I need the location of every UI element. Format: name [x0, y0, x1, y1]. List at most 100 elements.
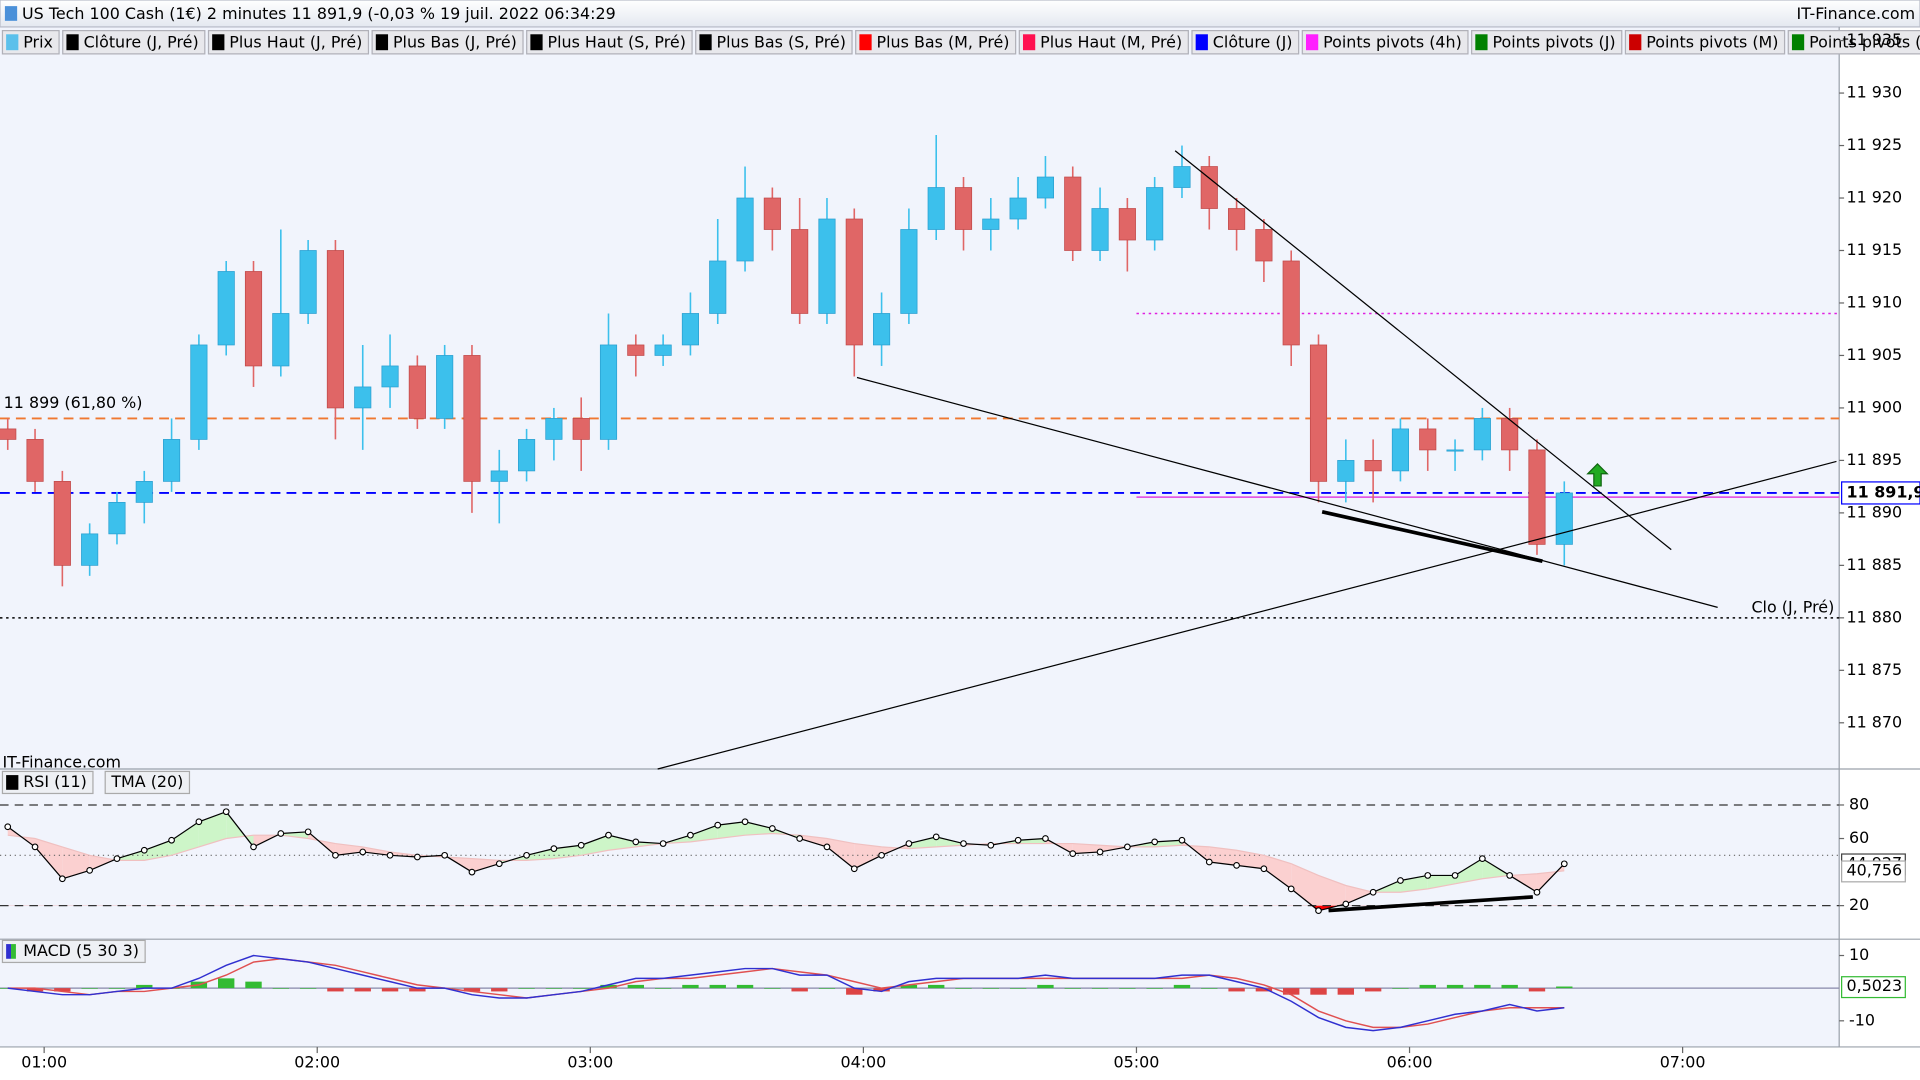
rsi-fill	[198, 811, 227, 847]
rsi-point	[58, 875, 66, 883]
candle-body	[1146, 187, 1164, 241]
x-tick-label: 06:00	[1387, 1052, 1433, 1071]
legend-item: Prix	[1, 30, 60, 55]
panel-legend-box	[1, 770, 94, 795]
y-tick-label: 11 870	[1847, 712, 1903, 731]
histogram-bar	[218, 978, 235, 989]
legend-item: Points pivots (	[1787, 30, 1920, 55]
candle-body	[1255, 229, 1273, 262]
rsi-fill	[1345, 885, 1374, 904]
legend-box	[1471, 30, 1623, 55]
rsi-point	[1451, 872, 1459, 879]
histogram-bar	[1528, 988, 1546, 992]
histogram-bar	[1283, 988, 1300, 995]
legend-label: Points pivots (4h)	[1323, 32, 1462, 51]
y-tick-label: -10	[1849, 1010, 1875, 1029]
price-label-box	[1841, 481, 1920, 505]
legend-label: Plus Bas (M, Pré)	[877, 32, 1010, 51]
histogram-bar	[81, 988, 98, 989]
watermark: IT-Finance.com	[2, 752, 121, 771]
legend-swatch	[375, 34, 389, 51]
rsi-point	[222, 808, 230, 816]
candle-body	[518, 439, 536, 472]
histogram-bar	[518, 988, 535, 989]
legend-label: Plus Bas (J, Pré)	[393, 32, 517, 51]
rsi-fill	[1291, 863, 1319, 911]
rsi-fill	[745, 821, 773, 836]
rsi-point	[1424, 872, 1432, 879]
histogram-bar	[1119, 988, 1136, 989]
histogram-bar	[928, 984, 945, 989]
candle-body	[326, 250, 344, 409]
panel-legend-swatch	[11, 944, 16, 959]
rsi-fill	[35, 838, 63, 879]
histogram-bar	[818, 988, 836, 989]
y-tick-label: 11 895	[1847, 450, 1903, 469]
histogram-bar	[327, 988, 344, 992]
histogram-bar	[873, 988, 890, 992]
candle-body	[736, 197, 754, 262]
rsi-fill	[854, 843, 882, 869]
candle-body	[135, 481, 153, 503]
histogram-bar	[846, 988, 863, 995]
header-icon	[4, 6, 18, 21]
rsi-fill	[362, 846, 391, 856]
x-tick-label: 03:00	[567, 1052, 613, 1071]
histogram-bar	[1091, 988, 1109, 989]
candle-body	[299, 250, 317, 314]
legend-box	[62, 30, 206, 55]
candle-body	[545, 418, 563, 440]
candle-body	[791, 229, 809, 314]
rsi-point	[31, 843, 39, 851]
histogram-bar	[1255, 988, 1273, 992]
legend-item: Clôture (J)	[1191, 30, 1300, 55]
legend-label: Clôture (J)	[1213, 32, 1293, 51]
value-label: 40,756	[1847, 860, 1903, 879]
histogram-bar	[1037, 984, 1054, 989]
rsi-point	[468, 868, 476, 876]
legend-swatch	[859, 34, 872, 51]
candle-body	[1064, 176, 1082, 251]
series-line	[7, 832, 1565, 893]
histogram-bar	[900, 984, 918, 989]
histogram-bar	[1146, 988, 1163, 989]
candle-body	[1473, 418, 1491, 451]
legend-swatch	[1022, 34, 1036, 51]
histogram-bar	[627, 984, 645, 989]
legend-item: Plus Haut (J, Pré)	[207, 30, 370, 55]
rsi-fill	[581, 835, 609, 856]
rsi-point	[1342, 900, 1350, 908]
rsi-point	[605, 831, 612, 839]
candle-body	[1419, 428, 1437, 451]
histogram-bar	[682, 984, 699, 989]
histogram-bar	[545, 988, 563, 989]
histogram-bar	[1556, 986, 1573, 989]
rsi-point	[905, 840, 913, 847]
candle-body	[572, 418, 590, 440]
histogram-bar	[1173, 984, 1191, 989]
y-tick-label: 10	[1849, 945, 1869, 964]
histogram-bar	[764, 988, 781, 989]
y-tick-label: 80	[1849, 794, 1869, 813]
candle-body	[163, 439, 181, 482]
rsi-fill	[1072, 843, 1101, 854]
candle-body	[709, 260, 727, 314]
rsi-fill	[1236, 850, 1264, 869]
candle-body	[1555, 492, 1573, 545]
candle-body	[599, 344, 618, 440]
histogram-bar	[1228, 988, 1245, 992]
rsi-point	[932, 833, 940, 841]
x-tick-label: 05:00	[1114, 1052, 1160, 1071]
rsi-fill	[553, 845, 582, 859]
y-tick-label: 11 930	[1847, 83, 1903, 102]
rsi-fill	[608, 835, 636, 851]
candle-body	[681, 313, 699, 346]
legend-box	[526, 30, 693, 55]
rsi-point	[1014, 836, 1022, 844]
rsi-point	[1178, 836, 1186, 844]
rsi-point	[1233, 862, 1240, 869]
panel-legend-swatch	[6, 775, 19, 790]
legend-item: Plus Haut (M, Pré)	[1018, 30, 1189, 55]
histogram-bar	[272, 988, 290, 989]
